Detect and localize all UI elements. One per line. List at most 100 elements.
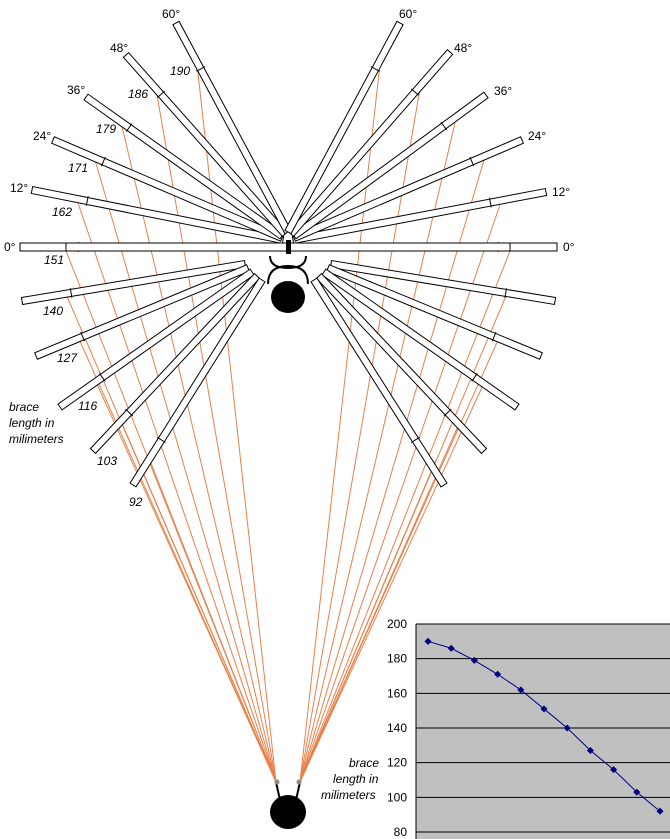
length-label-140: 140: [43, 304, 63, 318]
chart-y-tick-label: 180: [387, 652, 407, 666]
angle-labels-left: 0° 12° 24° 36° 48° 60°: [4, 7, 180, 254]
brace-bar: [291, 136, 525, 242]
sight-ray: [96, 383, 277, 783]
brace-joint: [156, 90, 165, 99]
chart-y-tick-label: 100: [387, 790, 407, 804]
brace-joint: [443, 408, 452, 417]
angle-label-right-24: 24°: [528, 129, 546, 143]
angle-label-left-60: 60°: [162, 7, 180, 21]
angle-label-left-36: 36°: [67, 83, 85, 97]
chart-data-point: [447, 644, 455, 652]
brace-length-chart: 200 180 160 140 120 100 80 brace length in mil…: [321, 617, 670, 839]
braces: [19, 20, 558, 488]
brace-bar: [291, 91, 489, 240]
chart-data-point: [517, 686, 525, 694]
angle-label-left-24: 24°: [33, 129, 51, 143]
sight-ray: [120, 121, 277, 783]
chart-y-tick-label: 200: [387, 617, 407, 631]
angle-label-right-36: 36°: [494, 84, 512, 98]
sight-ray: [299, 382, 485, 783]
brace-joint: [125, 123, 133, 132]
brace-joint: [370, 66, 380, 72]
chart-series-points: [424, 637, 664, 815]
brace-length-note: brace length in milimeters: [9, 400, 64, 446]
length-label-171: 171: [68, 161, 88, 175]
chart-y-tick-label: 140: [387, 721, 407, 735]
length-label-116: 116: [78, 399, 97, 413]
chart-data-point: [540, 705, 548, 713]
brace-joint: [488, 197, 492, 208]
chart-gridlines: [415, 623, 670, 839]
angle-labels-right: 0° 12° 24° 36° 48° 60°: [399, 7, 575, 254]
sight-ray: [299, 159, 485, 783]
chart-ylabel-line-1: brace: [349, 756, 379, 770]
brace-bar: [287, 48, 454, 238]
brace-bar: [30, 185, 285, 245]
brace-joint: [156, 436, 166, 443]
sight-ray: [94, 159, 277, 783]
chart-data-point: [633, 788, 641, 796]
lower-length-labels: 140 127 116 103 92: [43, 304, 143, 509]
length-label-127: 127: [57, 351, 78, 365]
lower-antenna-right: [295, 781, 301, 801]
length-label-92: 92: [129, 495, 143, 509]
sight-ray: [148, 457, 277, 783]
chart-data-point: [563, 724, 571, 732]
chart-y-tick-label: 80: [394, 825, 408, 839]
sight-ray: [299, 63, 381, 783]
angle-label-left-0: 0°: [4, 240, 16, 254]
center-post: [286, 240, 291, 254]
chart-data-point: [470, 656, 478, 664]
chart-ylabel-line-2: length in: [333, 772, 379, 786]
brace-joint: [410, 436, 420, 443]
chart-data-point: [656, 807, 664, 815]
brace-joint: [69, 287, 73, 298]
brace-bar: [291, 187, 548, 245]
brace-joint: [491, 331, 497, 342]
sight-ray: [299, 88, 421, 783]
brace-bar: [129, 277, 266, 488]
brace-joint: [469, 156, 475, 167]
upper-bracket-arc: [269, 255, 307, 270]
brace-joint: [125, 408, 133, 417]
lower-antenna-tip-right: [296, 779, 302, 785]
angle-label-left-12: 12°: [10, 181, 28, 195]
chart-data-point: [586, 746, 594, 755]
note-line-3: milimeters: [9, 432, 64, 446]
sight-ray: [299, 204, 501, 783]
chart-ylabel-line-3: milimeters: [321, 788, 376, 802]
brace-joint: [411, 88, 420, 96]
brace-bar: [20, 259, 247, 306]
angle-label-right-0: 0°: [563, 240, 575, 254]
sight-ray: [120, 420, 277, 783]
chart-data-point: [424, 637, 432, 645]
lower-bracket-arc: [267, 264, 309, 285]
sight-ray: [299, 459, 437, 783]
brace-joint: [504, 287, 508, 298]
upper-head: [267, 240, 309, 313]
sight-ray: [299, 423, 460, 783]
note-line-1: brace: [9, 400, 39, 414]
brace-joint: [80, 331, 85, 342]
chart-data-point: [494, 670, 502, 678]
brace-joint: [196, 66, 206, 72]
brace-bar: [310, 277, 448, 488]
angle-label-right-12: 12°: [552, 185, 570, 199]
angle-label-left-48: 48°: [110, 41, 128, 55]
brace-bar: [89, 272, 261, 455]
brace-bar: [284, 20, 404, 235]
brace-joint: [100, 156, 106, 167]
upper-ball: [271, 281, 305, 313]
lower-antenna-left: [275, 781, 281, 801]
length-label-151: 151: [44, 253, 64, 267]
note-line-2: length in: [9, 416, 55, 430]
chart-y-tick-label: 120: [387, 756, 407, 770]
lower-ball: [270, 795, 306, 829]
upper-length-labels: 151 162 171 179 186 190: [44, 64, 190, 267]
lower-head: [270, 779, 306, 829]
brace-bar: [57, 268, 255, 411]
chart-plot-area: [416, 624, 670, 839]
brace-joint: [85, 196, 89, 206]
brace-joint: [99, 373, 106, 382]
